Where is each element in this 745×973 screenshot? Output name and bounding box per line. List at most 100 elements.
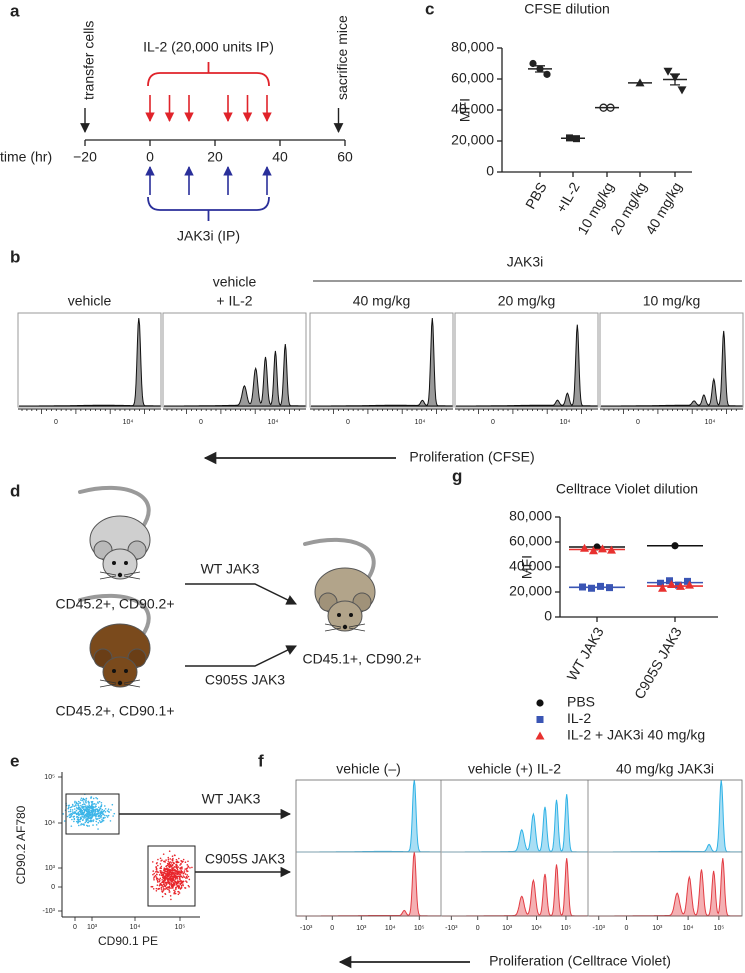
x-tick-label: 0 [476, 925, 480, 932]
event-dot [75, 801, 78, 804]
event-dot [155, 890, 158, 892]
x-tick-label: 10³ [356, 925, 367, 932]
gate-label: WT JAK3 [202, 791, 261, 807]
tick-label: 0 [491, 419, 495, 426]
column-title: + IL-2 [216, 293, 252, 309]
event-dot [99, 807, 102, 810]
event-dot [81, 807, 84, 809]
event-dot [104, 814, 106, 817]
event-dot [107, 814, 110, 817]
event-dot [169, 871, 172, 874]
histogram [311, 317, 453, 407]
event-dot [182, 880, 185, 883]
event-dot [171, 863, 174, 866]
event-dot [168, 872, 170, 875]
histogram [297, 779, 441, 853]
event-dot [107, 810, 110, 813]
event-dot [182, 883, 184, 885]
event-dot [100, 816, 102, 819]
tick-label: 10⁴ [123, 419, 134, 426]
event-dot [153, 876, 156, 878]
event-dot [74, 811, 76, 813]
event-dot [152, 873, 154, 876]
event-dot [167, 875, 169, 878]
event-dot [183, 876, 186, 878]
event-dot [62, 813, 65, 815]
event-dot [67, 807, 70, 810]
event-dot [171, 881, 173, 883]
event-dot [80, 804, 82, 807]
event-dot [160, 865, 163, 868]
histogram [442, 794, 588, 853]
mouse-eye [124, 669, 128, 673]
event-dot [104, 816, 106, 819]
event-dot [175, 866, 178, 868]
x-tick-label: 10⁵ [714, 925, 725, 932]
event-dot [163, 869, 166, 872]
event-dot [168, 891, 171, 893]
mouse-eye [112, 669, 116, 673]
event-dot [168, 861, 171, 864]
event-dot [169, 887, 172, 889]
mouse-head [102, 656, 138, 688]
event-dot [186, 863, 189, 866]
transfer-arrow [185, 645, 297, 667]
tick-label: 20 [207, 149, 223, 165]
event-dot [81, 805, 84, 808]
event-dot [97, 814, 100, 817]
event-dot [85, 810, 87, 812]
legend-label: IL-2 [567, 710, 591, 726]
event-dot [83, 816, 86, 818]
mouse-whiskers [99, 679, 141, 688]
y-tick-label: 10⁴ [44, 820, 55, 827]
event-dot [152, 888, 155, 890]
event-dot [161, 895, 164, 898]
column-title: vehicle (–) [336, 761, 401, 777]
event-dot [150, 885, 153, 888]
event-dot [154, 871, 157, 873]
event-dot [77, 824, 80, 827]
event-dot [158, 887, 160, 890]
event-dot [169, 858, 172, 860]
event-dot [172, 875, 175, 878]
event-dot [153, 872, 156, 875]
event-dot [84, 821, 87, 824]
x-tick-label: -10³ [445, 925, 458, 932]
event-dot [169, 876, 172, 878]
event-dot [79, 816, 82, 819]
event-dot [102, 816, 105, 819]
event-dot [165, 878, 167, 881]
histogram [19, 317, 161, 407]
y-tick-label: 0 [51, 884, 55, 891]
event-dot [176, 867, 178, 870]
event-dot [162, 876, 164, 878]
event-dot [181, 867, 183, 870]
event-dot [100, 810, 103, 812]
event-dot [80, 823, 83, 825]
event-dot [97, 828, 99, 830]
event-dot [87, 812, 89, 814]
event-dot [75, 820, 78, 823]
event-dot [164, 876, 167, 878]
event-dot [154, 874, 157, 877]
event-dot [89, 817, 92, 820]
event-dot [159, 857, 162, 860]
x-tick-label: 10⁵ [175, 924, 186, 931]
event-dot [104, 807, 107, 810]
tick-label: 40 [272, 149, 288, 165]
event-dot [171, 877, 174, 880]
event-dot [90, 816, 93, 819]
event-dot [165, 870, 167, 873]
event-dot [91, 812, 94, 814]
event-dot [71, 809, 74, 811]
event-dot [164, 888, 167, 890]
event-dot [157, 858, 159, 861]
axis-title: Proliferation (Celltrace Violet) [489, 953, 671, 969]
event-dot [185, 867, 188, 870]
x-tick-label: 0 [73, 924, 77, 931]
panel-label: a [10, 1, 20, 20]
event-dot [74, 804, 77, 806]
event-dot [73, 815, 76, 818]
event-dot [173, 892, 175, 895]
panel-label: f [258, 751, 264, 770]
